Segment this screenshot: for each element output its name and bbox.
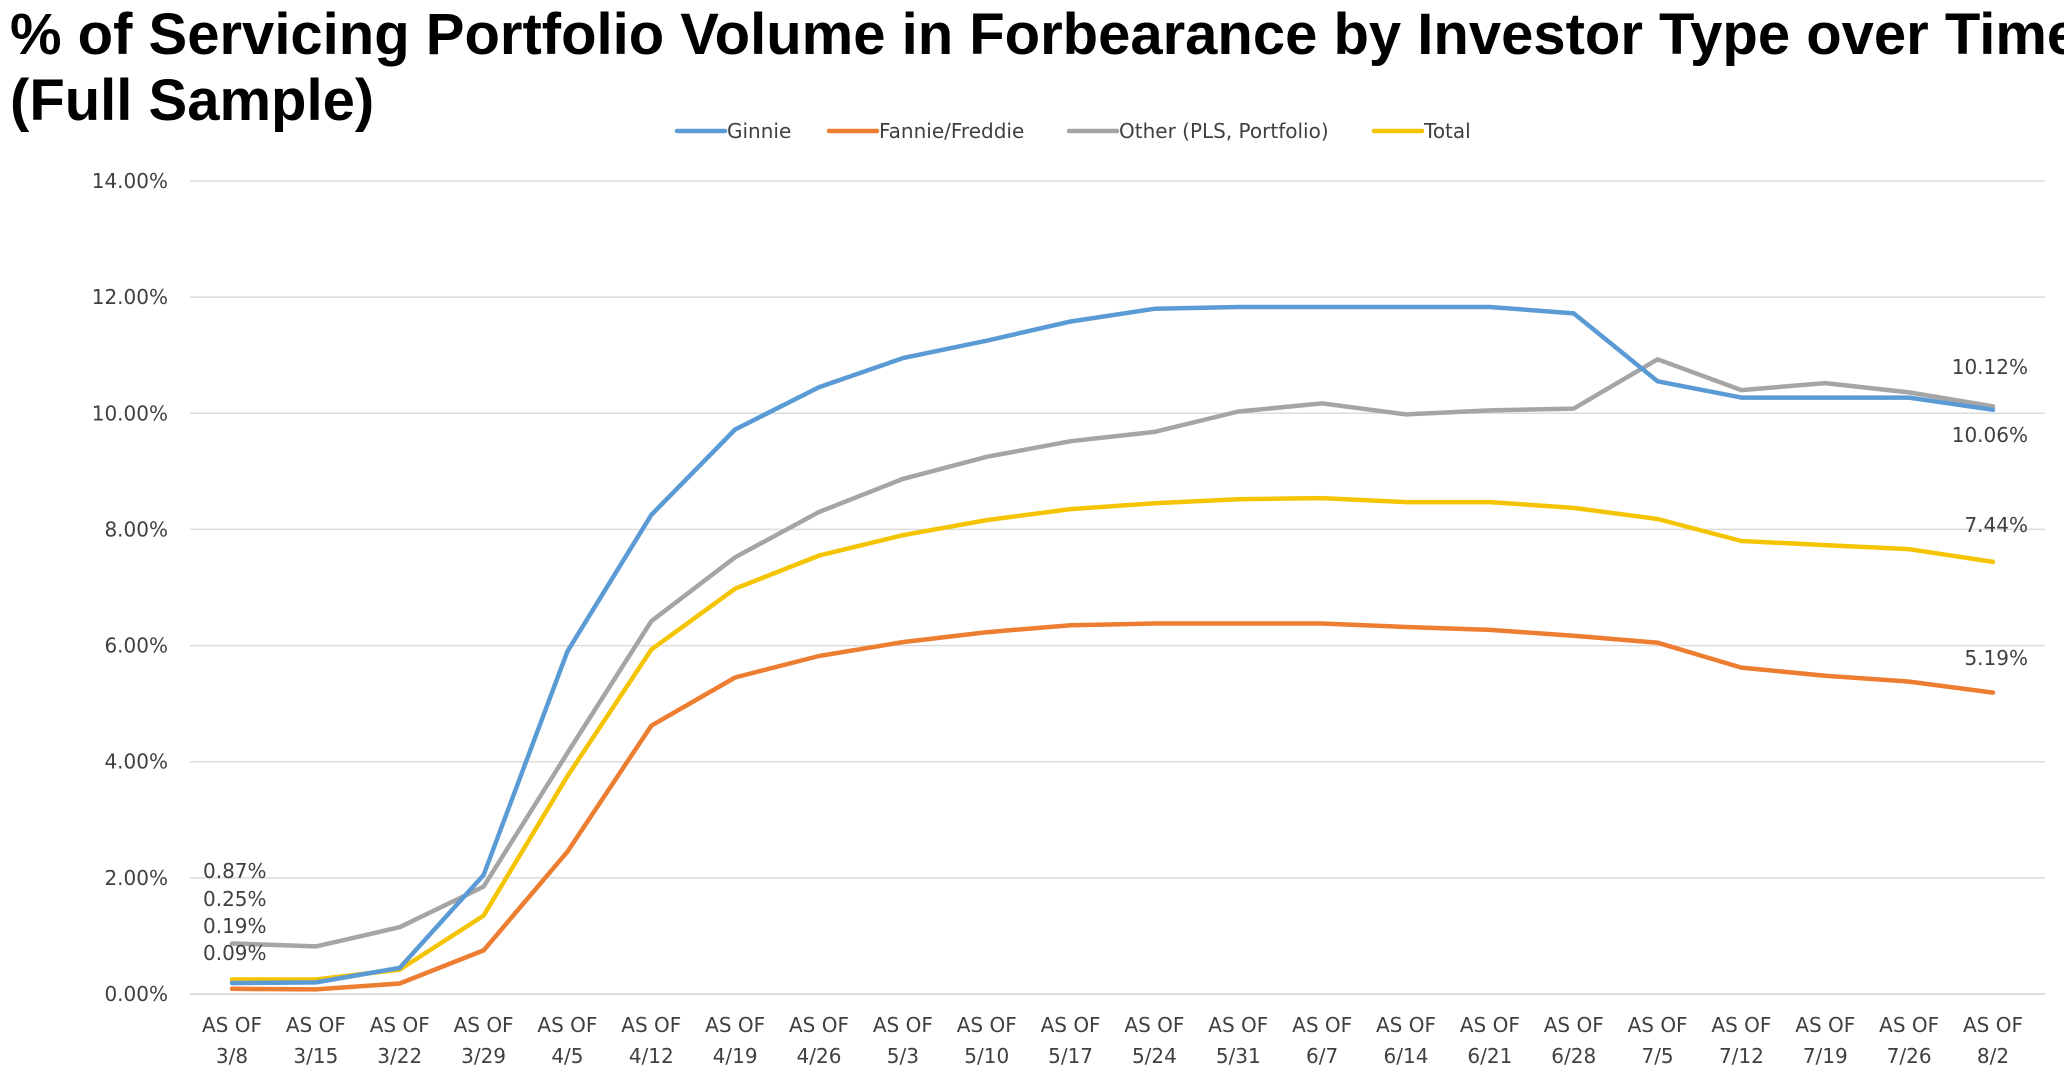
x-tick-label: AS OF xyxy=(370,1013,430,1037)
x-tick-label: 3/22 xyxy=(377,1044,422,1068)
x-tick-label: AS OF xyxy=(1795,1013,1855,1037)
x-tick-label: AS OF xyxy=(705,1013,765,1037)
series-line-ginnie xyxy=(229,304,1996,986)
x-tick-label: AS OF xyxy=(789,1013,849,1037)
y-tick-label: 14.00% xyxy=(92,169,168,193)
x-tick-label: 6/21 xyxy=(1467,1044,1512,1068)
x-tick-label: 5/17 xyxy=(1048,1044,1093,1068)
data-label-end: 5.19% xyxy=(1964,646,2028,670)
x-tick-label: AS OF xyxy=(537,1013,597,1037)
data-label-end: 7.44% xyxy=(1964,513,2028,537)
legend-label: Other (PLS, Portfolio) xyxy=(1119,119,1329,143)
x-tick-label: AS OF xyxy=(1711,1013,1771,1037)
x-tick-label: 5/3 xyxy=(887,1044,919,1068)
series-line-total xyxy=(229,495,1996,982)
x-tick-label: AS OF xyxy=(202,1013,262,1037)
x-tick-label: 7/26 xyxy=(1887,1044,1932,1068)
data-labels: 0.87% 0.25% 0.19% 0.09% 10.12% 10.06% 7.44% 5.1… xyxy=(203,355,2028,965)
x-tick-label: 7/19 xyxy=(1803,1044,1848,1068)
y-tick-label: 6.00% xyxy=(104,634,168,658)
x-tick-label: AS OF xyxy=(1460,1013,1520,1037)
data-label-start: 0.19% xyxy=(203,914,267,938)
x-tick-label: 3/8 xyxy=(216,1044,248,1068)
y-tick-label: 2.00% xyxy=(104,866,168,890)
x-tick-label: AS OF xyxy=(1124,1013,1184,1037)
x-tick-label: 3/15 xyxy=(293,1044,338,1068)
x-tick-label: AS OF xyxy=(1628,1013,1688,1037)
legend-label: Fannie/Freddie xyxy=(879,119,1024,143)
x-tick-label: 6/14 xyxy=(1384,1044,1429,1068)
x-tick-label: 7/12 xyxy=(1719,1044,1764,1068)
series-line-other-pls-portfolio xyxy=(229,357,1996,949)
x-tick-label: AS OF xyxy=(1041,1013,1101,1037)
x-tick-label: 5/24 xyxy=(1132,1044,1177,1068)
x-tick-label: AS OF xyxy=(1879,1013,1939,1037)
x-tick-label: 5/31 xyxy=(1216,1044,1261,1068)
x-tick-label: AS OF xyxy=(1208,1013,1268,1037)
x-tick-label: 6/28 xyxy=(1551,1044,1596,1068)
page-title: % of Servicing Portfolio Volume in Forbe… xyxy=(10,2,2064,134)
x-axis: AS OF 3/8 AS OF 3/15 AS OF 3/22 AS OF 3/29 AS OF… xyxy=(202,1013,2023,1068)
title-line-2: (Full Sample) xyxy=(10,68,375,133)
x-tick-label: 4/19 xyxy=(713,1044,758,1068)
x-tick-label: AS OF xyxy=(621,1013,681,1037)
series-line-fannie-freddie xyxy=(229,621,1996,992)
data-label-start: 0.09% xyxy=(203,941,267,965)
gridlines xyxy=(190,180,2045,995)
x-tick-label: 4/26 xyxy=(797,1044,842,1068)
x-tick-label: AS OF xyxy=(454,1013,514,1037)
x-tick-label: 8/2 xyxy=(1977,1044,2009,1068)
x-tick-label: AS OF xyxy=(1544,1013,1604,1037)
title-line-1: % of Servicing Portfolio Volume in Forbe… xyxy=(10,2,2064,67)
series-lines xyxy=(229,304,1996,992)
x-tick-label: 6/7 xyxy=(1306,1044,1338,1068)
x-tick-label: 7/5 xyxy=(1641,1044,1673,1068)
data-label-start: 0.87% xyxy=(203,859,267,883)
x-tick-label: AS OF xyxy=(286,1013,346,1037)
data-label-end: 10.12% xyxy=(1952,355,2028,379)
legend-label: Total xyxy=(1423,119,1471,143)
y-tick-label: 12.00% xyxy=(92,285,168,309)
y-tick-label: 10.00% xyxy=(92,401,168,425)
y-tick-label: 0.00% xyxy=(104,982,168,1006)
x-tick-label: 3/29 xyxy=(461,1044,506,1068)
x-tick-label: AS OF xyxy=(957,1013,1017,1037)
x-tick-label: 4/5 xyxy=(551,1044,583,1068)
legend-label: Ginnie xyxy=(727,119,791,143)
y-tick-label: 8.00% xyxy=(104,517,168,541)
x-tick-label: AS OF xyxy=(873,1013,933,1037)
x-tick-label: AS OF xyxy=(1292,1013,1352,1037)
data-label-start: 0.25% xyxy=(203,887,267,911)
data-label-end: 10.06% xyxy=(1952,423,2028,447)
x-tick-label: AS OF xyxy=(1963,1013,2023,1037)
legend: Ginnie Fannie/Freddie Other (PLS, Portfoli… xyxy=(674,119,1471,143)
y-tick-label: 4.00% xyxy=(104,750,168,774)
x-tick-label: 5/10 xyxy=(964,1044,1009,1068)
x-tick-label: AS OF xyxy=(1376,1013,1436,1037)
y-axis: 0.00% 2.00% 4.00% 6.00% 8.00% 10.00% 12.00% 14.… xyxy=(92,169,168,1006)
x-tick-label: 4/12 xyxy=(629,1044,674,1068)
